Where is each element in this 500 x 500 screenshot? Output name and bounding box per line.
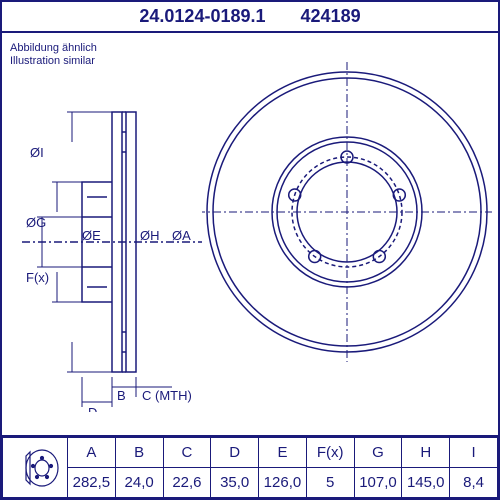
diagram-area: ØI ØG ØE ØH ØA F(x) B D C (MTH) <box>2 62 498 402</box>
col-c: C <box>163 438 211 468</box>
col-h: H <box>402 438 450 468</box>
table-value-row: 282,5 24,0 22,6 35,0 126,0 5 107,0 145,0… <box>3 468 498 498</box>
val-g: 107,0 <box>354 468 402 498</box>
val-f: 5 <box>306 468 354 498</box>
caption-line1: Abbildung ähnlich <box>10 42 97 55</box>
disc-icon-cell <box>3 438 68 498</box>
col-e: E <box>259 438 307 468</box>
val-a: 282,5 <box>68 468 116 498</box>
col-b: B <box>115 438 163 468</box>
col-i: I <box>450 438 498 468</box>
label-c: C (MTH) <box>142 388 192 403</box>
label-d: D <box>88 405 97 412</box>
val-i: 8,4 <box>450 468 498 498</box>
val-b: 24,0 <box>115 468 163 498</box>
front-view-drawing <box>202 62 492 362</box>
drawing-frame: 24.0124-0189.1 424189 Abbildung ähnlich … <box>0 0 500 500</box>
part-number: 24.0124-0189.1 <box>139 6 265 26</box>
spec-table: A B C D E F(x) G H I 282,5 24,0 22,6 35,… <box>2 437 498 498</box>
label-b: B <box>117 388 126 403</box>
label-oe: ØE <box>82 228 101 243</box>
brake-disc-icon <box>10 446 60 490</box>
val-h: 145,0 <box>402 468 450 498</box>
table-header-row: A B C D E F(x) G H I <box>3 438 498 468</box>
col-g: G <box>354 438 402 468</box>
val-e: 126,0 <box>259 468 307 498</box>
col-a: A <box>68 438 116 468</box>
label-oh: ØH <box>140 228 160 243</box>
col-d: D <box>211 438 259 468</box>
ref-number: 424189 <box>301 6 361 26</box>
val-c: 22,6 <box>163 468 211 498</box>
label-oi: ØI <box>30 145 44 160</box>
spec-table-area: A B C D E F(x) G H I 282,5 24,0 22,6 35,… <box>2 435 498 498</box>
label-fx: F(x) <box>26 270 49 285</box>
label-og: ØG <box>26 215 46 230</box>
val-d: 35,0 <box>211 468 259 498</box>
col-f: F(x) <box>306 438 354 468</box>
header-bar: 24.0124-0189.1 424189 <box>2 2 498 33</box>
side-view-drawing: ØI ØG ØE ØH ØA F(x) B D C (MTH) <box>22 82 212 412</box>
label-oa: ØA <box>172 228 191 243</box>
